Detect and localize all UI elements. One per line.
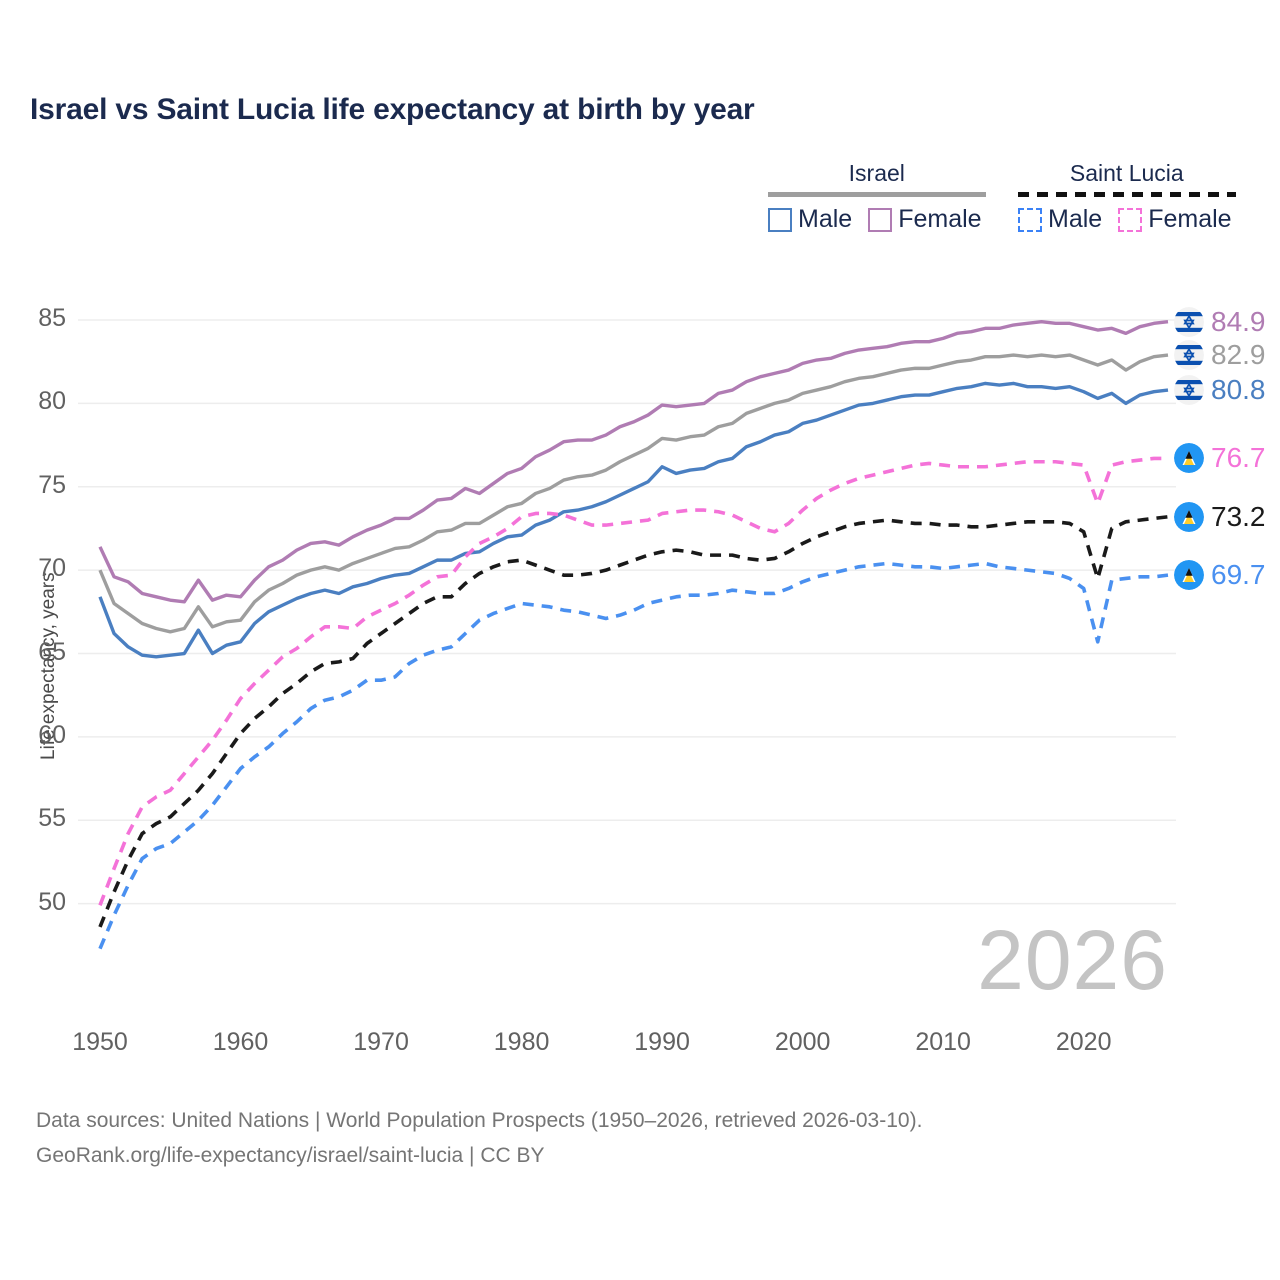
saint-lucia-flag-icon: [1174, 560, 1204, 591]
end-value-text: 82.9: [1211, 339, 1266, 371]
end-value-text: 76.7: [1211, 442, 1266, 474]
footer-line-1: Data sources: United Nations | World Pop…: [36, 1109, 923, 1132]
saint-lucia-flag-icon: [1174, 501, 1204, 532]
legend-item-saint-lucia-female[interactable]: Female: [1118, 205, 1232, 233]
series-line-israel-female: [98, 319, 1169, 604]
saint-lucia-flag-icon: [1174, 443, 1204, 474]
x-tick-label: 1950: [72, 1028, 128, 1056]
y-tick-label: 80: [38, 387, 66, 416]
legend-item-israel-male[interactable]: Male: [768, 207, 852, 232]
y-tick-label: 50: [38, 887, 66, 916]
y-tick-label: 65: [38, 637, 66, 666]
y-tick-label: 85: [38, 304, 66, 332]
x-tick-label: 1980: [493, 1028, 550, 1056]
x-tick-label: 2010: [915, 1028, 971, 1056]
series-line-saint-lucia-total: [98, 514, 1169, 928]
end-label-saint-lucia-male: 69.7: [1174, 558, 1266, 592]
legend-group-saint-lucia: Saint Lucia Male Female: [1018, 160, 1236, 232]
end-value-text: 84.9: [1211, 305, 1266, 337]
footer-line-2: GeoRank.org/life-expectancy/israel/saint…: [36, 1143, 545, 1167]
legend-swatch-israel-female: [868, 207, 893, 232]
y-tick-label: 55: [38, 804, 66, 833]
series-line-saint-lucia-male: [98, 561, 1169, 950]
footer-credits: Data sources: United Nations | World Pop…: [36, 1104, 922, 1173]
legend-rule-saint-lucia: [1018, 192, 1236, 197]
israel-flag-icon: [1174, 306, 1204, 337]
legend-country-israel: Israel: [848, 160, 905, 186]
legend-swatch-saint-lucia-female: [1118, 207, 1143, 232]
legend-swatch-israel-male: [768, 207, 792, 232]
end-value-text: 69.7: [1211, 559, 1266, 591]
end-value-text: 80.8: [1211, 374, 1266, 406]
legend-country-saint-lucia: Saint Lucia: [1069, 160, 1184, 186]
page-title: Israel vs Saint Lucia life expectancy at…: [30, 93, 755, 126]
end-label-saint-lucia-female: 76.7: [1174, 441, 1266, 475]
x-tick-label: 1990: [634, 1028, 690, 1056]
israel-flag-icon: [1174, 375, 1204, 406]
y-tick-label: 70: [38, 554, 66, 583]
legend-label-israel-male: Male: [798, 205, 853, 233]
y-tick-label: 75: [38, 470, 66, 499]
series-line-israel-male: [98, 381, 1169, 659]
chart-legend: Israel Male Female Saint Lucia Male: [760, 160, 1250, 240]
legend-group-israel: Israel Male Female: [768, 160, 986, 232]
x-tick-label: 1960: [212, 1028, 269, 1056]
legend-label-saint-lucia-female: Female: [1148, 205, 1232, 233]
year-watermark: 2026: [977, 913, 1168, 1007]
legend-item-saint-lucia-male[interactable]: Male: [1018, 207, 1102, 232]
legend-rule-israel: [768, 192, 986, 197]
x-tick-label: 1970: [353, 1028, 409, 1056]
legend-label-israel-female: Female: [898, 205, 982, 233]
legend-label-saint-lucia-male: Male: [1048, 205, 1103, 233]
israel-flag-icon: [1174, 340, 1204, 371]
end-label-israel-total: 82.9: [1174, 338, 1266, 372]
end-label-saint-lucia-total: 73.2: [1174, 500, 1266, 534]
series-line-israel-total: [98, 353, 1169, 634]
x-tick-label: 2020: [1055, 1028, 1112, 1056]
series-line-saint-lucia-female: [98, 456, 1168, 906]
end-label-israel-female: 84.9: [1174, 305, 1266, 339]
legend-swatch-saint-lucia-male: [1018, 207, 1042, 232]
legend-item-israel-female[interactable]: Female: [868, 205, 982, 233]
y-tick-label: 60: [38, 720, 66, 749]
end-label-israel-male: 80.8: [1174, 373, 1266, 407]
x-tick-label: 2000: [774, 1028, 831, 1056]
end-value-text: 73.2: [1211, 500, 1266, 532]
